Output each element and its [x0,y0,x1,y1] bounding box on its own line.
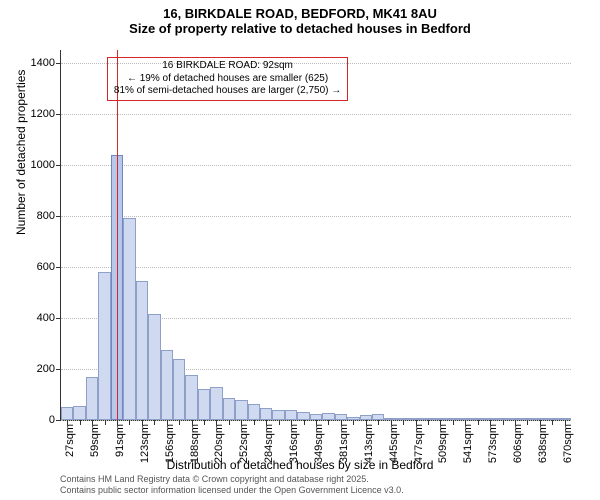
footer-line-1: Contains HM Land Registry data © Crown c… [60,474,404,485]
y-tick-label: 400 [37,312,61,324]
x-tick-label: 27sqm [58,420,76,457]
x-tick-label: 220sqm [207,420,225,463]
x-tick-mark [105,420,106,425]
x-tick-label: 91sqm [108,420,126,457]
x-tick-mark [229,420,230,425]
histogram-bar [210,387,222,420]
x-tick-mark [503,420,504,425]
x-tick-label: 381sqm [332,420,350,463]
histogram-bar [272,410,284,420]
x-tick-label: 606sqm [506,420,524,463]
x-tick-mark [254,420,255,425]
x-tick-mark [428,420,429,425]
x-tick-label: 123sqm [133,420,151,463]
plot-area: 020040060080010001200140027sqm59sqm91sqm… [60,50,571,421]
x-tick-label: 445sqm [382,420,400,463]
x-tick-mark [179,420,180,425]
x-tick-label: 316sqm [282,420,300,463]
x-tick-mark [279,420,280,425]
chart-title-main: 16, BIRKDALE ROAD, BEDFORD, MK41 8AU [0,0,600,21]
histogram-bar [322,413,334,420]
annotation-box: 16 BIRKDALE ROAD: 92sqm← 19% of detached… [107,57,348,101]
x-tick-mark [80,420,81,425]
x-tick-mark [552,420,553,425]
histogram-bar [86,377,98,420]
y-tick-label: 1000 [31,159,61,171]
x-tick-mark [527,420,528,425]
chart-title-sub: Size of property relative to detached ho… [0,21,600,36]
x-tick-label: 573sqm [481,420,499,463]
x-tick-mark [403,420,404,425]
histogram-bar [223,398,235,420]
histogram-bar [297,412,309,420]
x-tick-label: 188sqm [183,420,201,463]
x-tick-mark [353,420,354,425]
annotation-line-3: 81% of semi-detached houses are larger (… [114,85,341,98]
grid-line [61,165,571,166]
x-tick-label: 638sqm [531,420,549,463]
histogram-bar [248,404,260,420]
histogram-bar [73,406,85,420]
histogram-bar [98,272,110,420]
y-tick-label: 600 [37,261,61,273]
grid-line [61,216,571,217]
histogram-bar [123,218,135,420]
x-tick-label: 509sqm [431,420,449,463]
x-tick-label: 59sqm [83,420,101,457]
x-tick-label: 252sqm [232,420,250,463]
x-tick-mark [478,420,479,425]
histogram-bar [148,314,160,420]
histogram-bar [61,407,73,420]
y-tick-label: 1200 [31,108,61,120]
histogram-bar [173,359,185,420]
histogram-bar [260,408,272,420]
y-axis-label: Number of detached properties [14,70,28,235]
x-tick-mark [154,420,155,425]
x-tick-mark [304,420,305,425]
grid-line [61,267,571,268]
histogram-bar [136,281,148,420]
histogram-bar [235,400,247,420]
x-tick-label: 541sqm [456,420,474,463]
x-tick-mark [378,420,379,425]
x-tick-mark [453,420,454,425]
x-tick-mark [204,420,205,425]
x-tick-label: 670sqm [556,420,574,463]
annotation-line-1: 16 BIRKDALE ROAD: 92sqm [114,60,341,73]
x-axis-label: Distribution of detached houses by size … [0,458,600,472]
grid-line [61,114,571,115]
histogram-bar [198,389,210,420]
x-tick-label: 156sqm [158,420,176,463]
x-tick-label: 413sqm [357,420,375,463]
x-tick-label: 349sqm [307,420,325,463]
histogram-bar [285,410,297,420]
y-tick-label: 1400 [31,57,61,69]
y-tick-label: 200 [37,363,61,375]
annotation-line-2: ← 19% of detached houses are smaller (62… [114,73,341,86]
x-tick-mark [129,420,130,425]
y-tick-label: 800 [37,210,61,222]
footer-line-2: Contains public sector information licen… [60,485,404,496]
highlight-marker-line [117,50,118,420]
histogram-bar [161,350,173,420]
x-tick-label: 284sqm [257,420,275,463]
x-tick-mark [328,420,329,425]
x-tick-label: 477sqm [407,420,425,463]
chart-footer: Contains HM Land Registry data © Crown c… [60,474,404,496]
histogram-bar [185,375,197,420]
chart-container: 16, BIRKDALE ROAD, BEDFORD, MK41 8AU Siz… [0,0,600,500]
